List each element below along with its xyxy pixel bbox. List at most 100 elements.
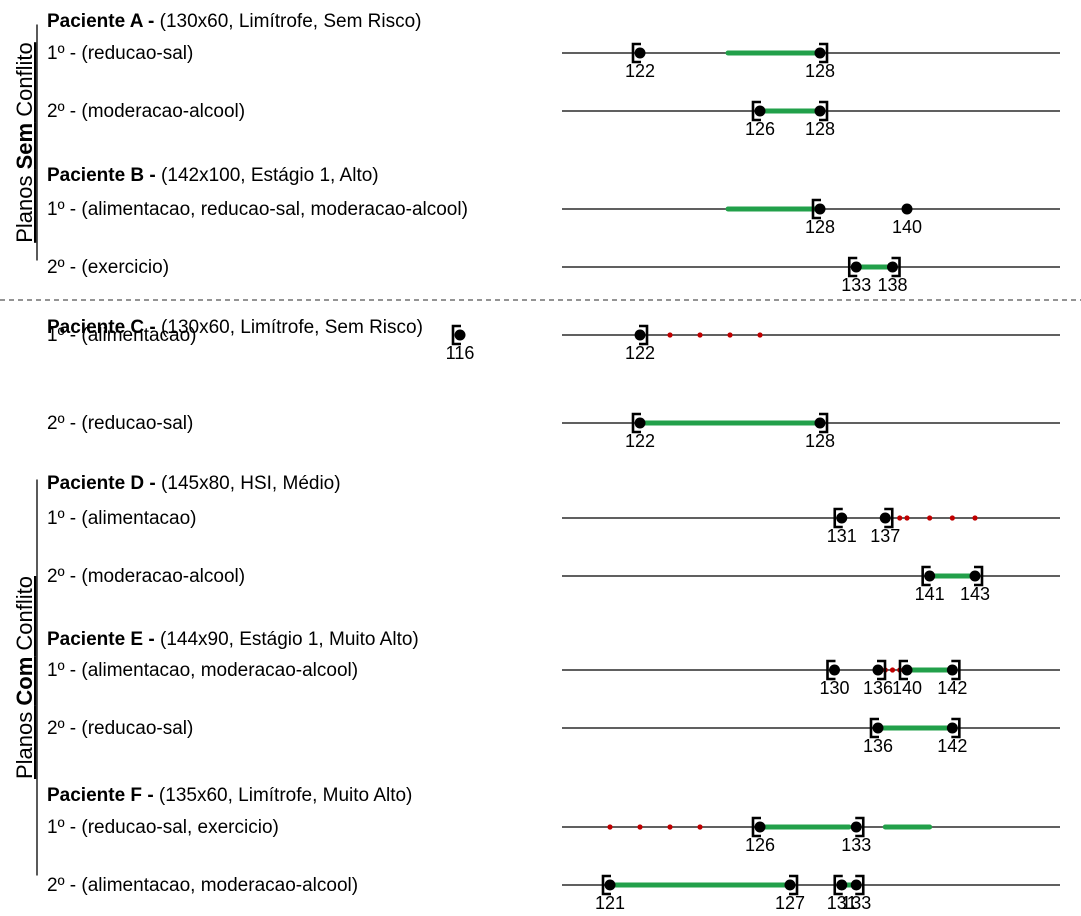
value-label: 128 — [805, 61, 835, 81]
value-point — [814, 105, 826, 117]
red-dot — [972, 515, 978, 521]
value-label: 116 — [446, 343, 475, 363]
red-dot — [904, 515, 910, 521]
value-point — [850, 821, 862, 833]
bracket-right — [951, 659, 961, 681]
plan-label: 1º - (alimentacao) — [47, 508, 197, 529]
plan-row: 2º - (alimentacao, moderacao-alcool) 121 1… — [47, 874, 1060, 913]
plan-row: 1º - (alimentacao, reducao-sal, moderaca… — [47, 198, 1060, 237]
bracket-right — [974, 565, 984, 587]
value-label: 122 — [625, 343, 655, 363]
value-label: 131 — [827, 526, 857, 546]
value-point — [784, 879, 796, 891]
value-point — [946, 722, 958, 734]
patient-title: Paciente B - (142x100, Estágio 1, Alto) — [47, 165, 379, 186]
value-point — [814, 417, 826, 429]
plan-row: 1º - (alimentacao) 116 122 — [47, 324, 1060, 363]
plan-row: 1º - (reducao-sal, exercicio) 126 133 — [47, 816, 1060, 855]
value-label: 133 — [841, 835, 871, 855]
plan-row: 1º - (alimentacao, moderacao-alcool) 130 1… — [47, 659, 1060, 698]
value-point — [814, 203, 826, 215]
bracket-right — [877, 659, 887, 681]
value-point — [872, 722, 884, 734]
bracket-left — [631, 412, 641, 434]
value-point — [634, 417, 646, 429]
group-label: Planos Com Conflito — [12, 576, 37, 779]
red-dot — [927, 515, 933, 521]
bracket-right — [789, 874, 799, 896]
value-point — [901, 203, 913, 215]
value-label: 131 — [827, 893, 857, 913]
plan-label: 1º - (alimentacao, reducao-sal, moderaca… — [47, 199, 468, 220]
value-label: 136 — [863, 678, 893, 698]
value-label: 140 — [892, 217, 922, 237]
value-point — [814, 47, 826, 59]
plan-label: 2º - (reducao-sal) — [47, 413, 193, 434]
value-point — [634, 329, 646, 341]
bracket-left — [451, 324, 461, 346]
plan-label: 2º - (moderacao-alcool) — [47, 566, 245, 587]
plan-row: 2º - (reducao-sal) 136 142 — [47, 717, 1060, 756]
value-label: 126 — [745, 835, 775, 855]
value-point — [887, 261, 898, 273]
value-label: 142 — [937, 736, 967, 756]
value-point — [754, 105, 766, 117]
bracket-left — [898, 659, 908, 681]
plan-row: 1º - (alimentacao) 131 137 — [47, 507, 1060, 546]
bracket-left — [601, 874, 611, 896]
bracket-right — [855, 874, 865, 896]
group-com-conflito: Planos Com Conflito Paciente C - (130x60,… — [12, 317, 1060, 913]
patient-e: Paciente E - (144x90, Estágio 1, Muito A… — [47, 629, 1060, 756]
value-point — [901, 664, 913, 676]
patient-f: Paciente F - (135x60, Limítrofe, Muito A… — [47, 785, 1060, 913]
plan-row: 2º - (reducao-sal) 122 128 — [47, 412, 1060, 451]
plan-label: 2º - (exercicio) — [47, 257, 169, 278]
value-label: 128 — [805, 217, 835, 237]
plan-label: 1º - (reducao-sal, exercicio) — [47, 817, 279, 838]
patient-title: Paciente A - (130x60, Limítrofe, Sem Ris… — [47, 11, 422, 32]
value-point — [754, 821, 766, 833]
value-label: 122 — [625, 431, 655, 451]
value-label: 143 — [960, 584, 990, 604]
patient-title: Paciente E - (144x90, Estágio 1, Muito A… — [47, 629, 419, 650]
patient-title: Paciente F - (135x60, Limítrofe, Muito A… — [47, 785, 412, 806]
red-dot — [697, 332, 703, 338]
plan-row: 2º - (moderacao-alcool) 126 128 — [47, 100, 1060, 139]
plan-label: 1º - (alimentacao, moderacao-alcool) — [47, 660, 358, 681]
patient-d: Paciente D - (145x80, HSI, Médio) 1º - (a… — [47, 473, 1060, 604]
red-dot — [757, 332, 763, 338]
patient-a: Paciente A - (130x60, Limítrofe, Sem Ris… — [47, 11, 1060, 139]
bracket-left — [751, 100, 761, 122]
value-point — [634, 47, 646, 59]
value-label: 128 — [805, 119, 835, 139]
value-point — [924, 570, 936, 582]
value-label: 122 — [625, 61, 655, 81]
bracket-left — [811, 198, 821, 220]
bracket-left — [921, 565, 931, 587]
value-label: 127 — [775, 893, 805, 913]
bracket-left — [833, 874, 843, 896]
red-dot — [889, 667, 896, 673]
patient-title: Paciente C - (130x60, Limítrofe, Sem Ris… — [47, 317, 423, 338]
patient-title: Paciente D - (145x80, HSI, Médio) — [47, 473, 341, 494]
plan-row: 1º - (reducao-sal) 122 128 — [47, 42, 1060, 81]
red-dot — [949, 515, 955, 521]
value-label: 138 — [877, 275, 907, 295]
red-dot — [697, 824, 703, 830]
red-dot — [897, 515, 903, 521]
bracket-left — [847, 256, 858, 278]
red-dot — [667, 332, 673, 338]
value-point — [946, 664, 958, 676]
patient-c: Paciente C - (130x60, Limítrofe, Sem Ris… — [47, 317, 1060, 451]
bracket-right — [819, 42, 829, 64]
patient-b: Paciente B - (142x100, Estágio 1, Alto) 1… — [47, 165, 1060, 295]
plan-label: 2º - (alimentacao, moderacao-alcool) — [47, 875, 358, 896]
plan-label: 2º - (moderacao-alcool) — [47, 101, 245, 122]
value-label: 141 — [915, 584, 945, 604]
plan-label: 2º - (reducao-sal) — [47, 718, 193, 739]
value-point — [872, 664, 884, 676]
red-dot — [637, 824, 643, 830]
value-point — [829, 664, 840, 676]
value-label: 140 — [892, 678, 922, 698]
